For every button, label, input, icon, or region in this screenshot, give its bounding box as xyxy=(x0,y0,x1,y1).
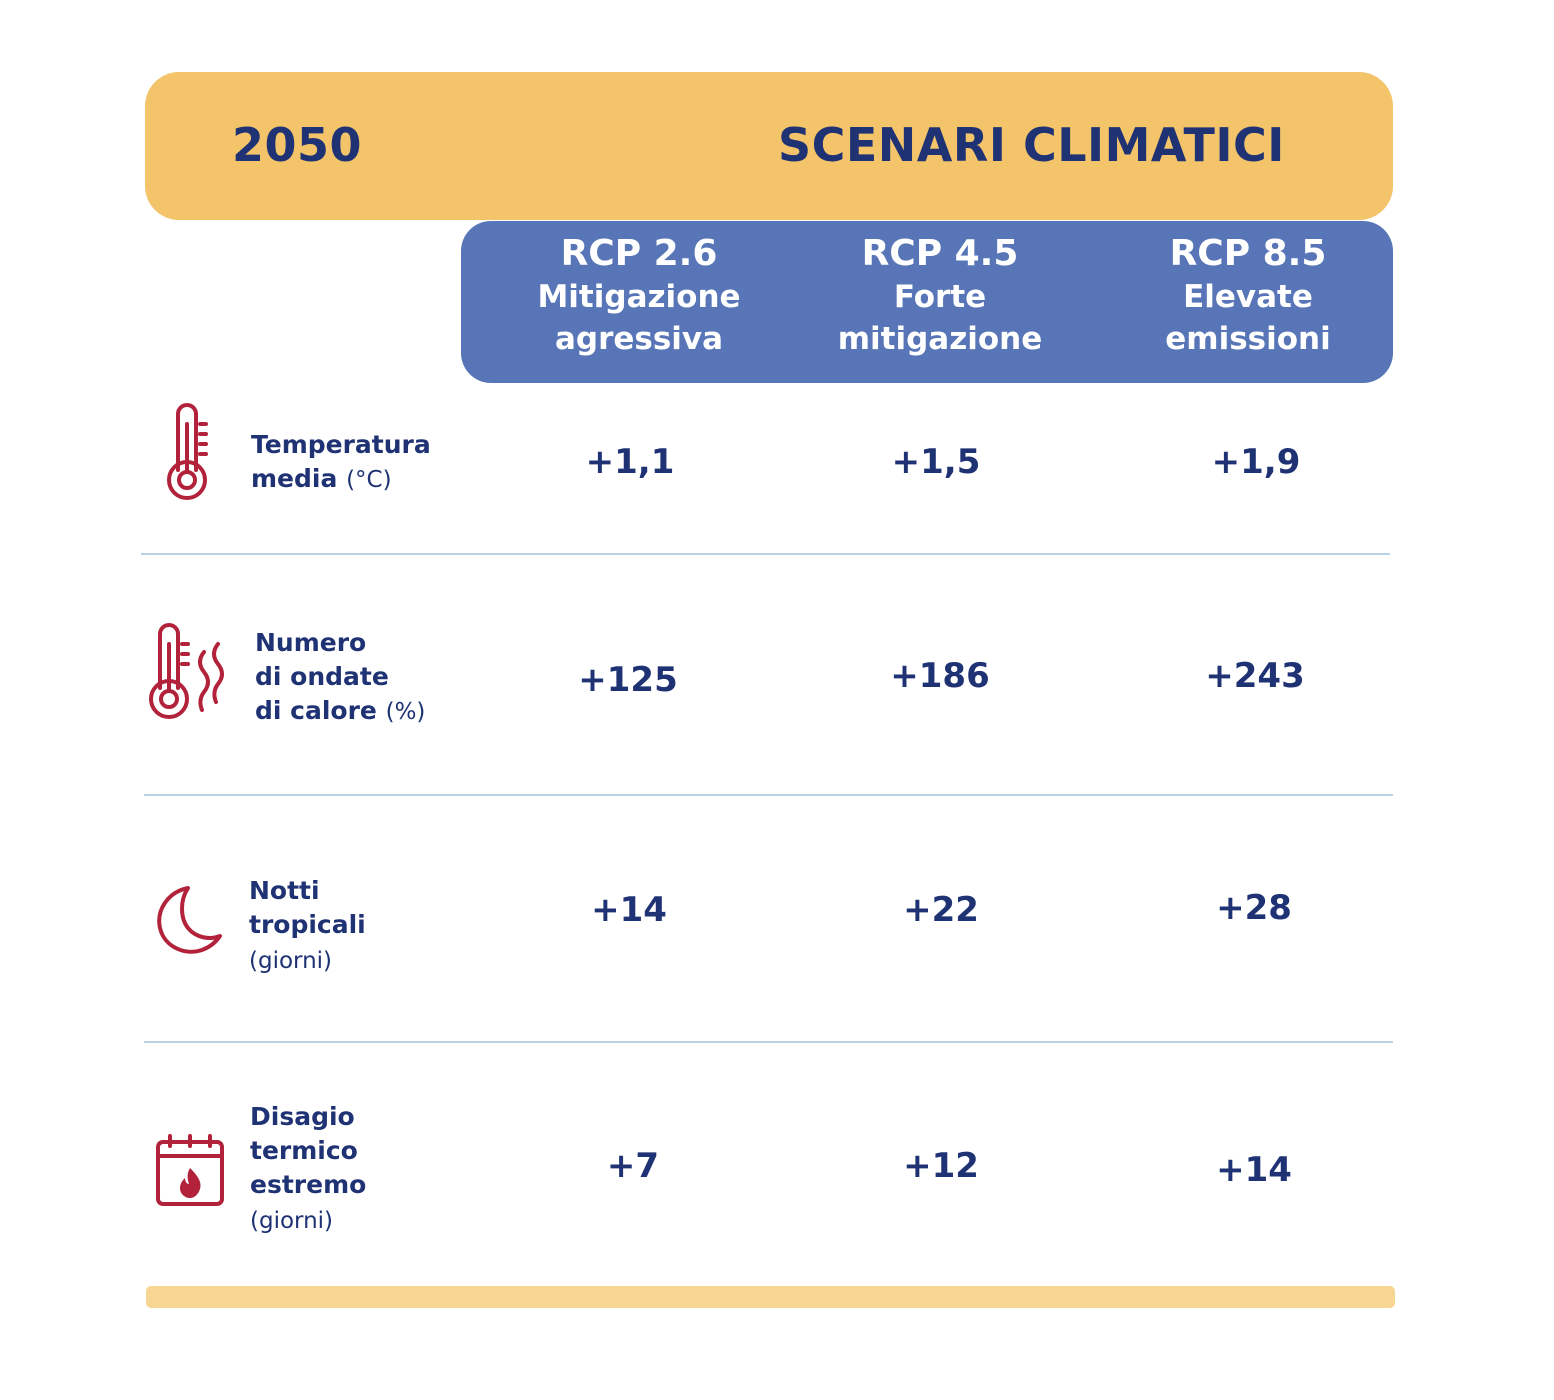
row-divider xyxy=(144,1041,1393,1043)
heatwave-thermometer-icon xyxy=(149,623,224,719)
value-cell: +1,9 xyxy=(1211,442,1301,482)
row-divider xyxy=(144,794,1393,796)
row-label-disagio-termico: Disagio termico estremo (giorni) xyxy=(250,1100,366,1240)
bottom-bar xyxy=(146,1286,1395,1308)
value-cell: +1,1 xyxy=(585,442,675,482)
label-line: di calore xyxy=(255,696,377,725)
scenario-code: RCP 4.5 xyxy=(861,233,1019,274)
calendar-flame-icon xyxy=(156,1134,224,1206)
thermometer-icon xyxy=(167,403,208,500)
label-line: estremo xyxy=(250,1170,367,1199)
row-label-temperatura: Temperatura media (°C) xyxy=(251,428,431,497)
value-cell: +243 xyxy=(1205,656,1305,696)
page-title: SCENARI CLIMATICI xyxy=(778,118,1285,172)
scenario-code: RCP 8.5 xyxy=(1169,233,1327,274)
label-line: Disagio xyxy=(250,1102,355,1131)
scenario-band xyxy=(461,221,1393,383)
value-cell: +22 xyxy=(903,890,979,930)
row-label-ondate-calore: Numero di ondate di calore (%) xyxy=(255,626,425,729)
unit-label: (°C) xyxy=(346,467,392,493)
label-line: media xyxy=(251,464,338,493)
value-cell: +12 xyxy=(903,1146,979,1186)
year-label: 2050 xyxy=(232,118,363,172)
unit-label: (giorni) xyxy=(250,1208,334,1234)
value-cell: +14 xyxy=(1216,1150,1292,1190)
scenario-header-rcp26: RCP 2.6 Mitigazione agressiva xyxy=(489,232,789,360)
label-line: tropicali xyxy=(249,910,366,939)
scenario-desc: Mitigazione agressiva xyxy=(537,279,741,357)
value-cell: +14 xyxy=(591,890,667,930)
value-cell: +186 xyxy=(890,656,990,696)
value-cell: +7 xyxy=(606,1146,660,1186)
value-cell: +1,5 xyxy=(891,442,981,482)
row-divider xyxy=(141,553,1390,555)
scenario-desc: Elevate emissioni xyxy=(1165,279,1331,357)
header-band xyxy=(145,72,1393,220)
label-line: Notti xyxy=(249,876,320,905)
value-cell: +125 xyxy=(578,660,678,700)
scenario-desc: Forte mitigazione xyxy=(837,279,1043,357)
label-line: termico xyxy=(250,1136,358,1165)
label-line: Temperatura xyxy=(251,430,431,459)
unit-label: (%) xyxy=(385,699,426,725)
scenario-header-rcp45: RCP 4.5 Forte mitigazione xyxy=(790,232,1090,360)
label-line: di ondate xyxy=(255,662,389,691)
moon-icon xyxy=(157,886,222,954)
scenario-code: RCP 2.6 xyxy=(560,233,718,274)
row-label-notti-tropicali: Notti tropicali (giorni) xyxy=(249,874,366,980)
unit-label: (giorni) xyxy=(249,948,333,974)
label-line: Numero xyxy=(255,628,367,657)
value-cell: +28 xyxy=(1216,888,1292,928)
scenario-header-rcp85: RCP 8.5 Elevate emissioni xyxy=(1098,232,1398,360)
